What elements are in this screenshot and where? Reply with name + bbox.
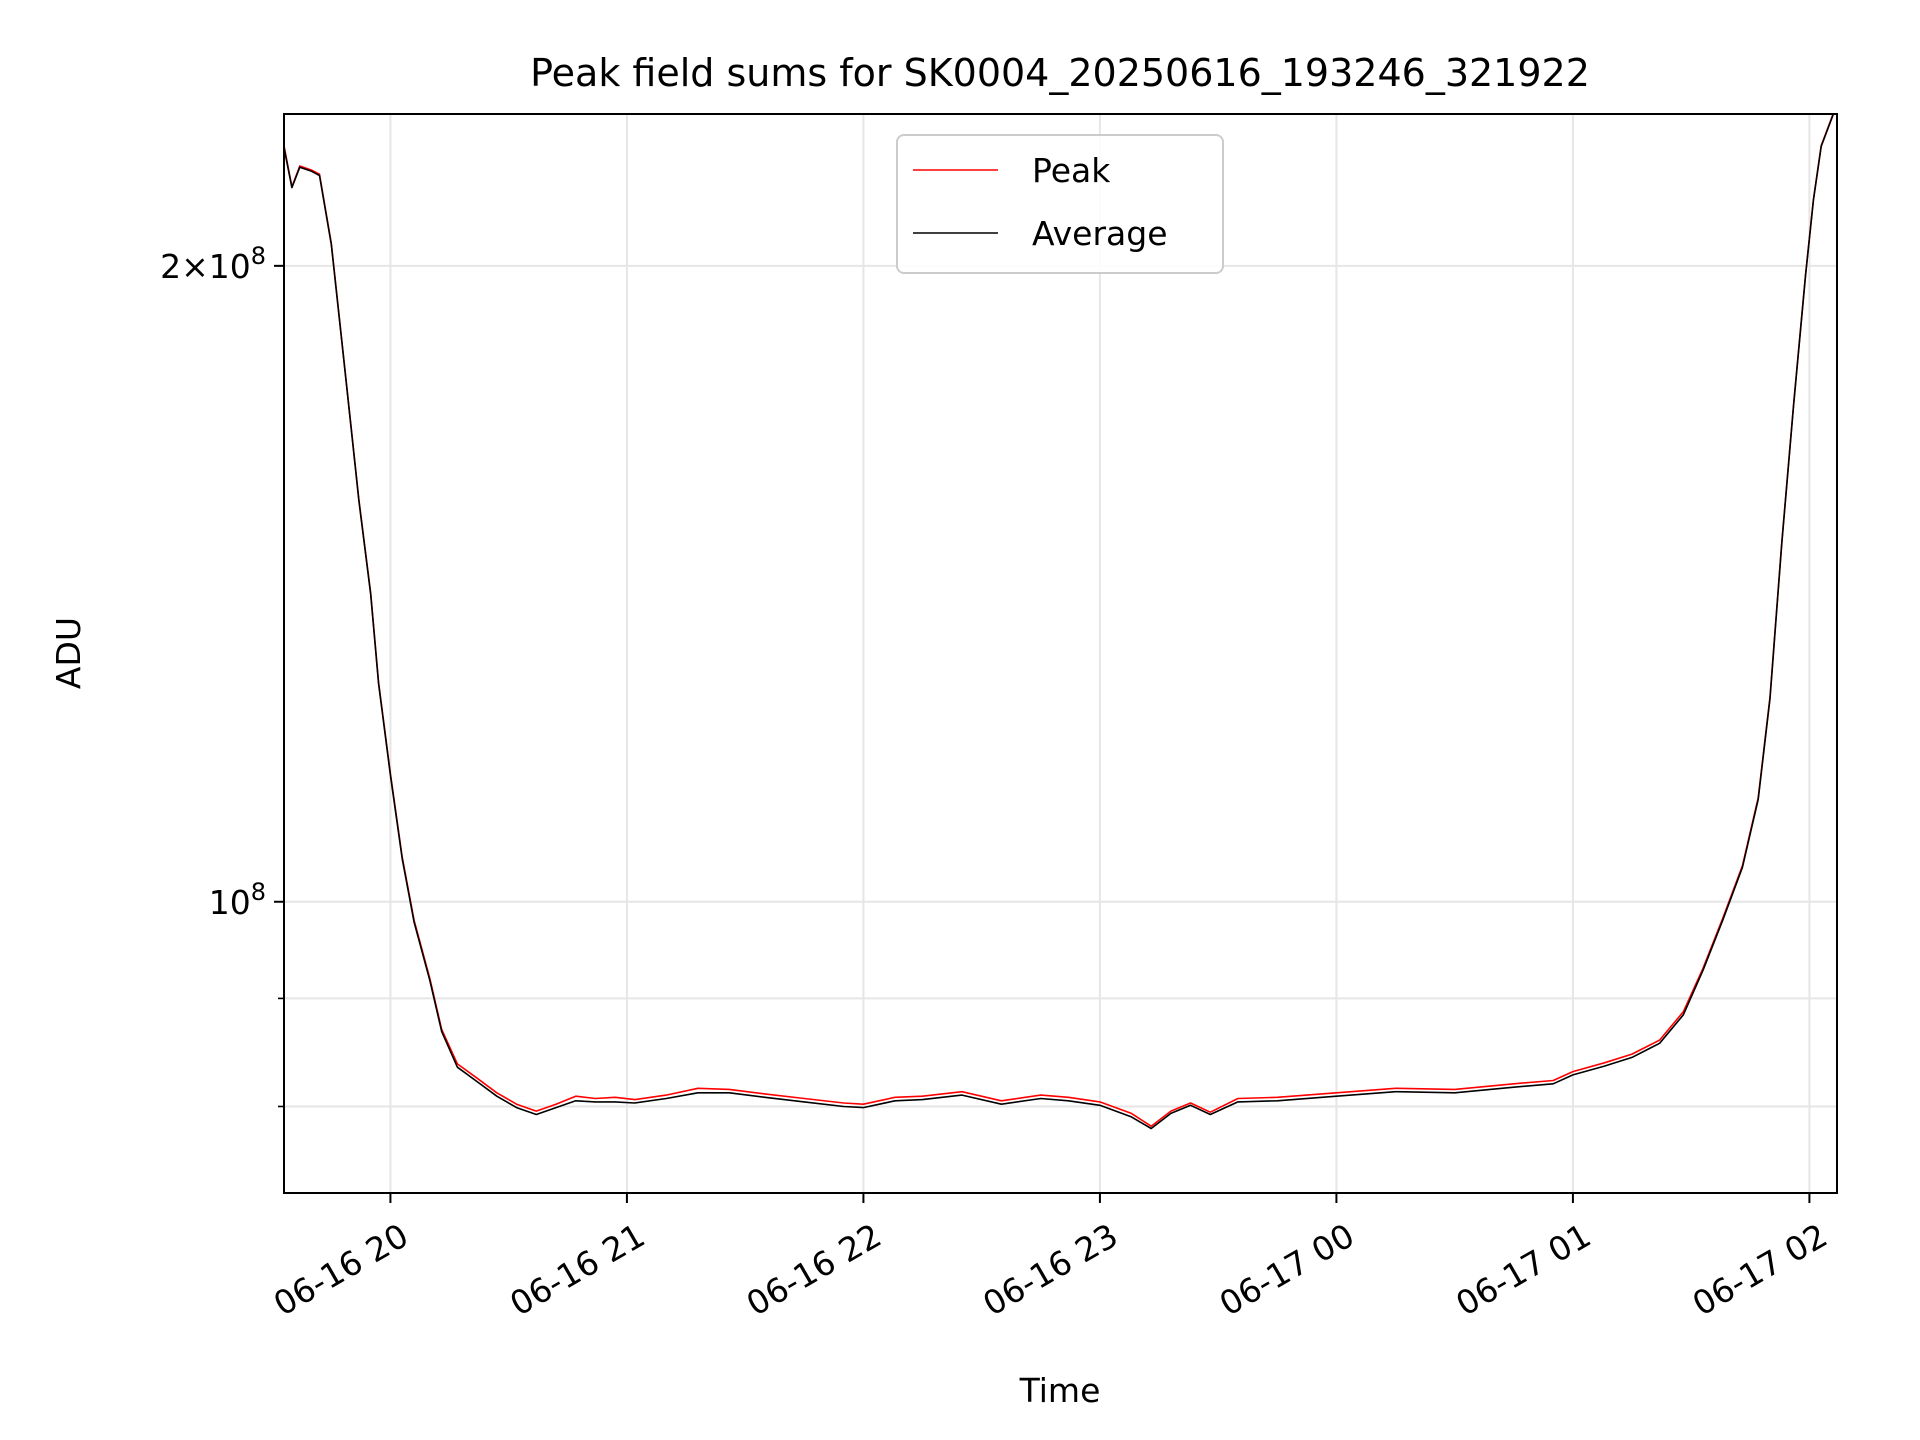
chart-title: Peak field sums for SK0004_20250616_1932…	[530, 51, 1590, 95]
y-tick-label: 108	[209, 878, 266, 922]
legend-label-peak: Peak	[1032, 151, 1111, 190]
legend-label-average: Average	[1032, 214, 1168, 253]
y-tick-label: 2×108	[160, 242, 266, 286]
y-axis-ticks: 108 2×108	[160, 242, 284, 1108]
series-lines	[283, 113, 1834, 1130]
x-axis-label: Time	[1019, 1371, 1101, 1410]
legend: Peak Average	[896, 134, 1224, 274]
y-axis-label: ADU	[49, 617, 88, 689]
series-line-average	[283, 114, 1834, 1130]
grid-lines	[284, 114, 1837, 1193]
plot-frame	[283, 113, 1838, 1194]
